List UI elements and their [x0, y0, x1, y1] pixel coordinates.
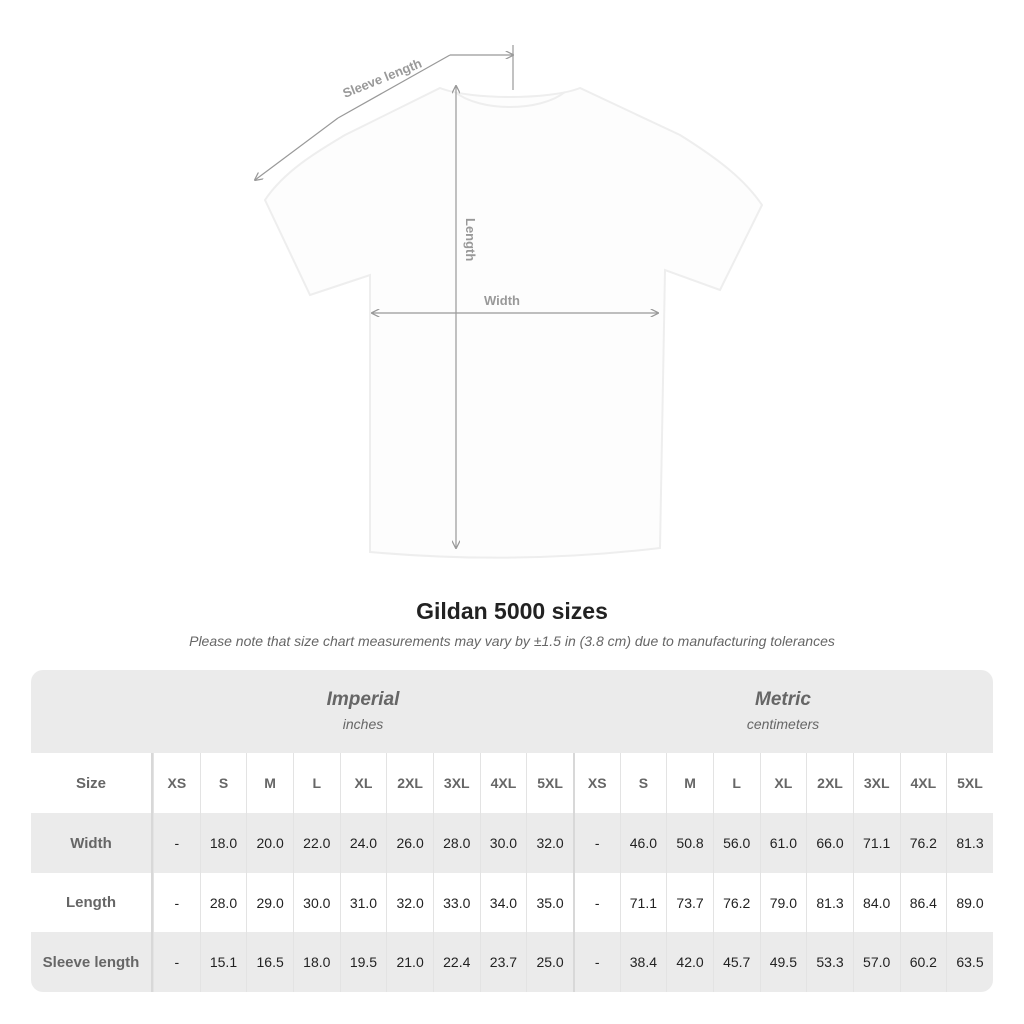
table-cell: 76.2: [899, 813, 947, 873]
table-cell: -: [153, 873, 200, 932]
table-cell: 30.0: [292, 873, 340, 932]
table-cell: 32.0: [526, 813, 573, 873]
table-cell: -: [153, 813, 200, 873]
table-cell: 28.0: [432, 813, 480, 873]
size-header-row: Size XS S M L XL 2XL 3XL 4XL 5XL XS S M L XL 2XL 3XL 4XL 5…: [31, 753, 993, 813]
table-row-width: Width -18.0 20.0 22.0 24.0 26.0 28.0 30.0 32.0-4…: [31, 813, 993, 873]
table-cell: 49.5: [759, 932, 807, 992]
table-cell: 84.0: [852, 873, 900, 932]
table-cell: 29.0: [246, 873, 293, 932]
tshirt-diagram: Sleeve length Length Width: [0, 45, 764, 559]
table-cell: 19.5: [339, 932, 387, 992]
imperial-unit: inches: [342, 716, 384, 732]
table-cell: 56.0: [712, 813, 760, 873]
table-cell: -: [572, 813, 620, 873]
table-cell: 89.0: [946, 873, 993, 932]
table-cell: 31.0: [339, 873, 387, 932]
metric-title: Metric: [755, 689, 811, 710]
table-cell: 26.0: [386, 813, 433, 873]
table-cell: 50.8: [666, 813, 713, 873]
table-cell: 76.2: [712, 873, 760, 932]
table-cell: 42.0: [666, 932, 713, 992]
table-cell: 18.0: [199, 813, 247, 873]
size-header-imperial-l: L: [292, 753, 340, 813]
table-cell: 35.0: [526, 873, 573, 932]
table-cell: 18.0: [292, 932, 340, 992]
imperial-title: Imperial: [326, 689, 400, 710]
table-cell: 60.2: [899, 932, 947, 992]
table-cell: 20.0: [246, 813, 293, 873]
size-header-imperial-3xl: 3XL: [432, 753, 480, 813]
table-cell: -: [153, 932, 200, 992]
size-header-imperial-5xl: 5XL: [526, 753, 573, 813]
size-header-metric-3xl: 3XL: [852, 753, 900, 813]
size-table: Imperial inches Metric centimeters Size X…: [31, 670, 993, 992]
table-cell: 22.4: [432, 932, 480, 992]
table-cell: 71.1: [619, 873, 667, 932]
size-header-metric-xs: XS: [572, 753, 620, 813]
table-cell: 16.5: [246, 932, 293, 992]
size-header-metric-m: M: [666, 753, 713, 813]
table-cell: 15.1: [199, 932, 247, 992]
table-cell: 23.7: [479, 932, 527, 992]
table-cell: 53.3: [806, 932, 853, 992]
table-cell: 57.0: [852, 932, 900, 992]
table-cell: -: [572, 932, 620, 992]
table-cell: 22.0: [292, 813, 340, 873]
width-label: Width: [484, 293, 520, 308]
size-header-imperial-2xl: 2XL: [386, 753, 433, 813]
table-cell: -: [572, 873, 620, 932]
size-header-metric-l: L: [712, 753, 760, 813]
size-header-metric-xl: XL: [759, 753, 807, 813]
table-cell: 25.0: [526, 932, 573, 992]
table-cell: 33.0: [432, 873, 480, 932]
table-cell: 73.7: [666, 873, 713, 932]
table-cell: 63.5: [946, 932, 993, 992]
size-header-imperial-m: M: [246, 753, 293, 813]
table-cell: 66.0: [806, 813, 853, 873]
table-row-sleeve-length: Sleeve length -15.1 16.5 18.0 19.5 21.0 22.4 23…: [31, 932, 993, 992]
table-cell: 86.4: [899, 873, 947, 932]
page-title: Gildan 5000 sizes: [416, 598, 608, 624]
size-header-imperial-xs: XS: [153, 753, 200, 813]
table-cell: 34.0: [479, 873, 527, 932]
table-cell: 28.0: [199, 873, 247, 932]
imperial-header: Imperial inches: [153, 670, 573, 753]
tshirt-shape: [263, 86, 764, 559]
row-label: Sleeve length: [31, 932, 153, 992]
size-header-metric-5xl: 5XL: [946, 753, 993, 813]
table-cell: 81.3: [806, 873, 853, 932]
tolerance-note: Please note that size chart measurements…: [189, 633, 835, 649]
table-cell: 79.0: [759, 873, 807, 932]
row-label: Length: [31, 873, 153, 932]
sleeve-length-label: Sleeve length: [341, 55, 424, 100]
metric-unit: centimeters: [746, 716, 820, 732]
table-cell: 21.0: [386, 932, 433, 992]
size-header-metric-4xl: 4XL: [899, 753, 947, 813]
table-cell: 30.0: [479, 813, 527, 873]
size-header-label: Size: [31, 753, 153, 813]
table-cell: 38.4: [619, 932, 667, 992]
table-cell: 61.0: [759, 813, 807, 873]
table-cell: 24.0: [339, 813, 387, 873]
size-header-imperial-s: S: [199, 753, 247, 813]
table-cell: 32.0: [386, 873, 433, 932]
size-header-metric-2xl: 2XL: [806, 753, 853, 813]
length-label: Length: [463, 218, 478, 261]
table-cell: 45.7: [712, 932, 760, 992]
table-cell: 46.0: [619, 813, 667, 873]
size-header-imperial-xl: XL: [339, 753, 387, 813]
metric-header: Metric centimeters: [573, 670, 993, 753]
size-header-metric-s: S: [619, 753, 667, 813]
size-header-imperial-4xl: 4XL: [479, 753, 527, 813]
table-cell: 81.3: [946, 813, 993, 873]
row-label: Width: [31, 813, 153, 873]
table-row-length: Length -28.0 29.0 30.0 31.0 32.0 33.0 34.0 35.0-…: [31, 873, 993, 932]
table-cell: 71.1: [852, 813, 900, 873]
